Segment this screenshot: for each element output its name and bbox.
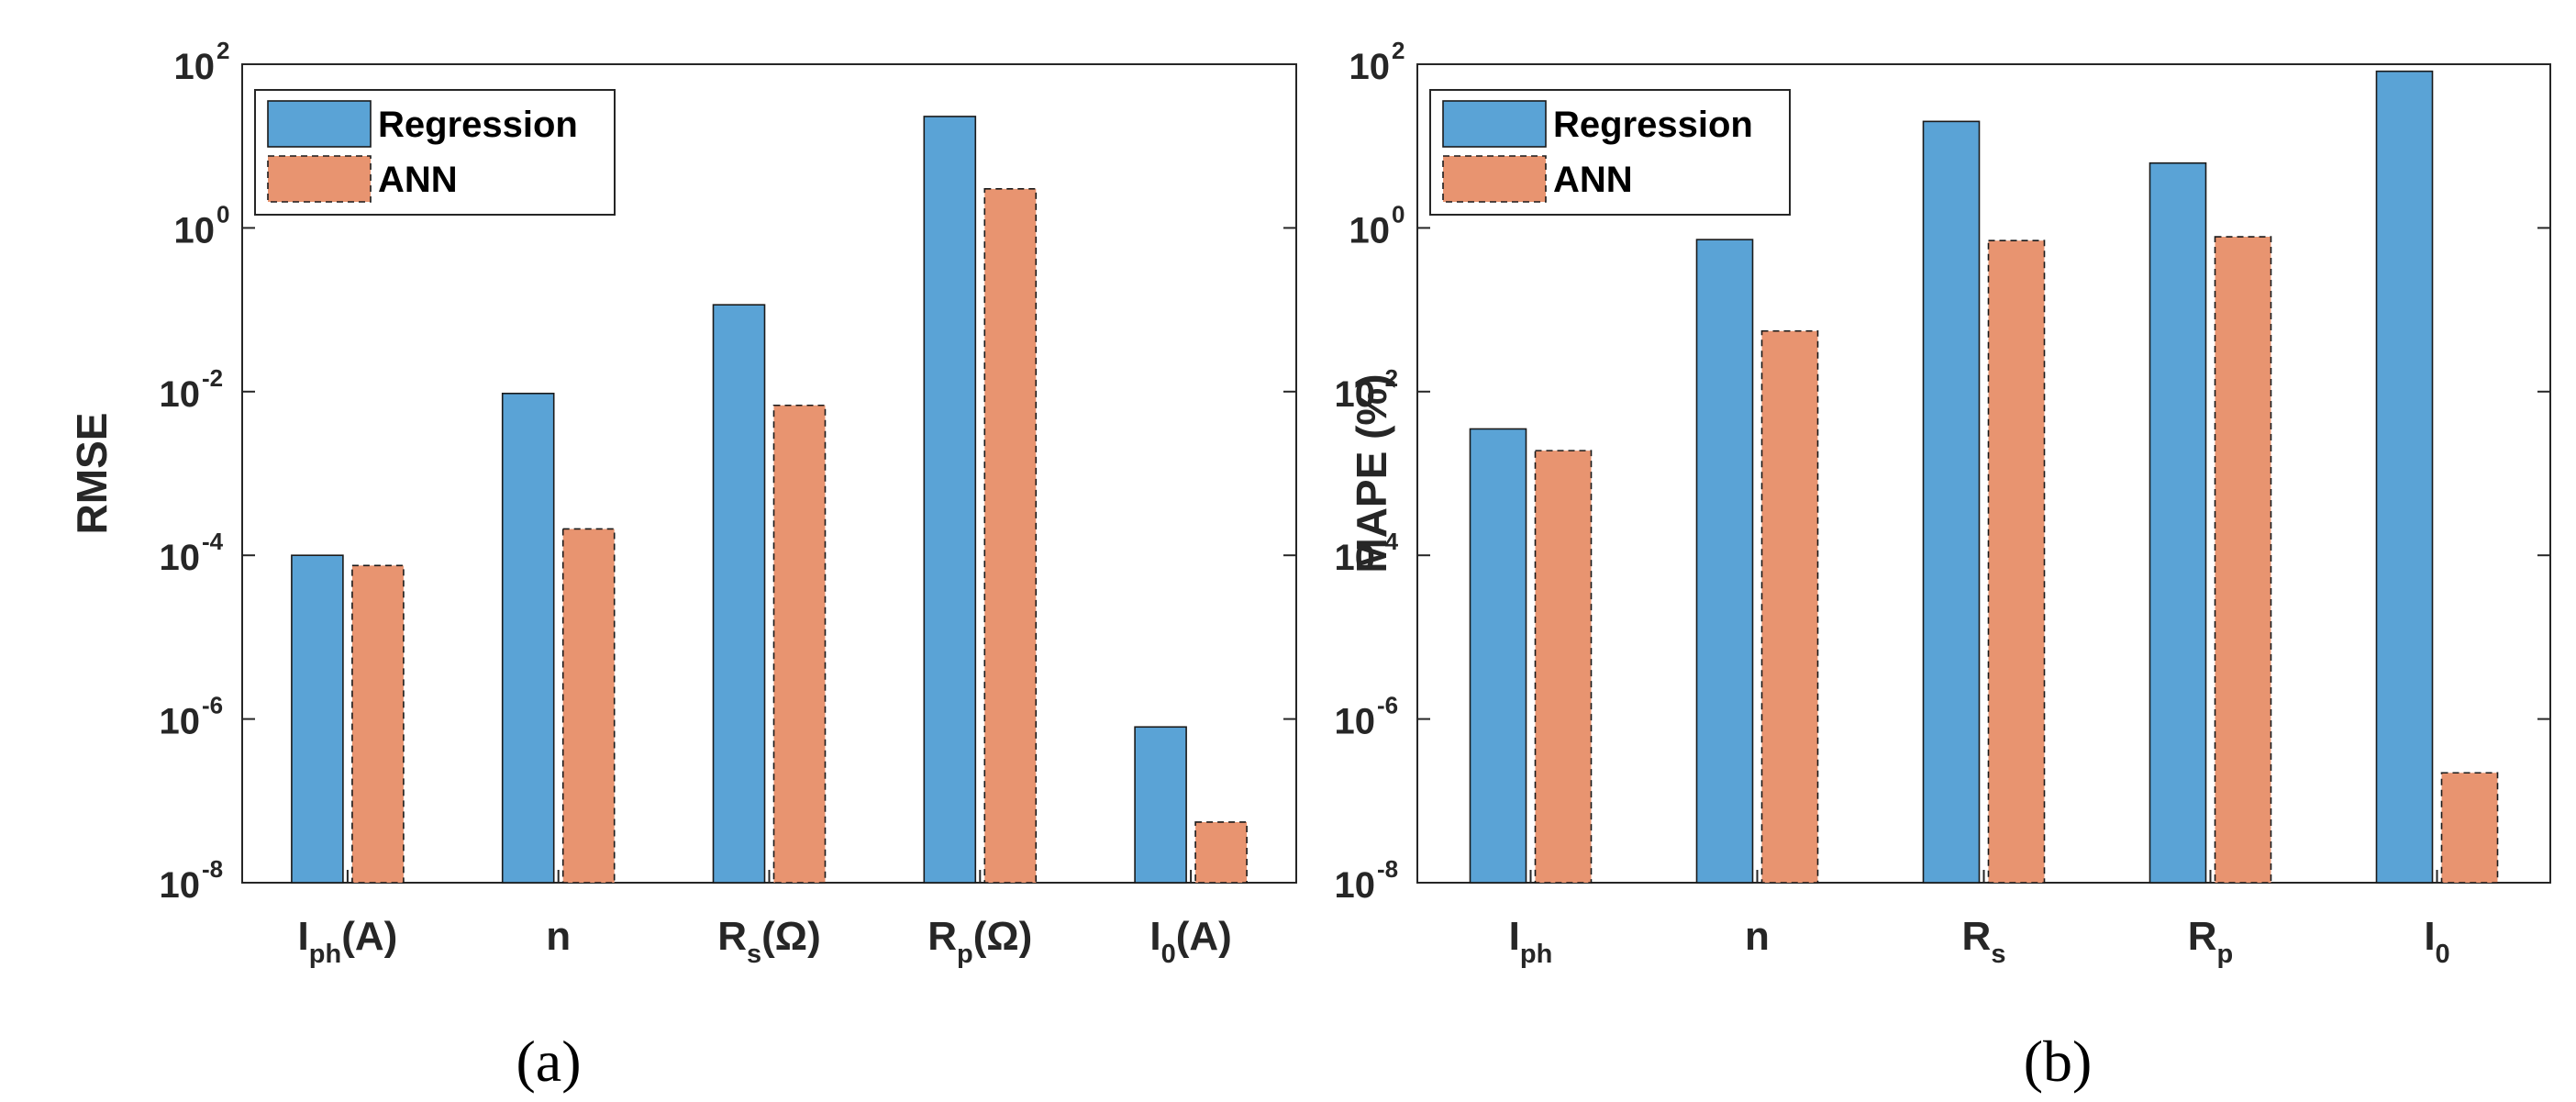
y-tick-label-base: 10 [1349, 47, 1391, 87]
x-tick-label: n [1745, 914, 1770, 959]
legend-label-regression: Regression [1553, 105, 1753, 145]
ann-bar-0 [351, 564, 405, 884]
x-tick-label-subscript: ph [309, 940, 341, 969]
x-tick-label: Iph [1509, 914, 1553, 969]
regression-bar-1 [1695, 239, 1754, 884]
y-tick-label-exponent: -8 [202, 855, 223, 883]
regression-bar-3 [923, 116, 977, 884]
ann-bar-0 [1534, 450, 1593, 884]
regression-bar-2 [712, 304, 766, 884]
y-tick-label-base: 10 [1335, 865, 1376, 906]
y-tick-label-exponent: 0 [217, 200, 229, 228]
y-tick-label-base: 10 [160, 702, 201, 742]
y-tick-label-exponent: -4 [202, 528, 224, 555]
x-tick-label-unit: (Ω) [761, 914, 821, 959]
x-tick-label-subscript: p [2217, 940, 2234, 969]
x-tick-label-main: R [927, 914, 957, 959]
ann-bar-2 [1987, 239, 2046, 884]
x-tick-label-subscript: s [1991, 940, 2005, 969]
y-tick-label-exponent: -4 [1377, 528, 1399, 555]
regression-legend-swatch [267, 100, 372, 148]
x-tick-label-main: I [2424, 914, 2435, 959]
y-axis-label: RMSE [68, 413, 116, 535]
y-tick-label-base: 10 [174, 210, 216, 250]
x-tick-label-subscript: ph [1520, 940, 1552, 969]
ann-bar-1 [561, 528, 616, 884]
legend-label-ann: ANN [1553, 160, 1633, 200]
x-tick-label-main: n [546, 914, 571, 959]
regression-bar-2 [1922, 120, 1981, 884]
legend-label-regression: Regression [378, 105, 578, 145]
y-tick-label-base: 10 [160, 374, 201, 415]
y-tick-label-exponent: -2 [1377, 364, 1398, 392]
panel-caption: (a) [516, 1029, 581, 1094]
ann-bar-4 [2440, 772, 2499, 884]
y-axis-label: MAPE (%) [1348, 373, 1395, 573]
y-tick-label-exponent: -8 [1377, 855, 1398, 883]
x-tick-label-main: I [1149, 914, 1160, 959]
legend-label-ann: ANN [378, 160, 458, 200]
x-tick-label-subscript: p [957, 940, 973, 969]
x-tick-label-subscript: 0 [1161, 940, 1176, 969]
ann-bar-2 [772, 404, 827, 884]
ann-legend-swatch [1442, 155, 1547, 203]
y-tick-label-exponent: -6 [1377, 692, 1398, 719]
y-tick-label-exponent: 2 [1392, 37, 1405, 64]
x-tick-label-subscript: s [747, 940, 761, 969]
ann-legend-swatch [267, 155, 372, 203]
x-tick-label-unit: (A) [1176, 914, 1232, 959]
regression-bar-0 [291, 554, 344, 884]
x-tick-label-subscript: 0 [2436, 940, 2450, 969]
regression-legend-swatch [1442, 100, 1547, 148]
ann-bar-3 [983, 188, 1038, 884]
x-tick-label-unit: (Ω) [973, 914, 1033, 959]
ann-bar-1 [1760, 329, 1819, 884]
panel-caption: (b) [2024, 1029, 2093, 1094]
x-tick-label-main: n [1745, 914, 1770, 959]
regression-bar-4 [1134, 726, 1187, 884]
ann-bar-4 [1194, 821, 1248, 884]
x-tick-label-main: I [298, 914, 309, 959]
x-tick-label: Rs [1962, 914, 2006, 969]
x-tick-label: n [546, 914, 571, 959]
x-tick-label-main: I [1509, 914, 1520, 959]
y-tick-label-base: 10 [1335, 538, 1376, 578]
y-tick-label-base: 10 [160, 538, 201, 578]
y-tick-label-base: 10 [160, 865, 201, 906]
x-tick-label-main: R [2188, 914, 2217, 959]
x-tick-label: Rs(Ω) [717, 914, 821, 969]
regression-bar-3 [2149, 161, 2207, 884]
ann-bar-3 [2214, 236, 2272, 884]
regression-bar-0 [1469, 428, 1527, 884]
x-tick-label-main: R [717, 914, 747, 959]
x-tick-label: Rp(Ω) [927, 914, 1032, 969]
x-tick-label-main: R [1962, 914, 1992, 959]
y-tick-label-exponent: 2 [217, 37, 229, 64]
x-tick-label-unit: (A) [341, 914, 397, 959]
y-tick-label-base: 10 [1349, 210, 1391, 250]
x-tick-label: Iph(A) [298, 914, 398, 969]
y-tick-label-base: 10 [1335, 702, 1376, 742]
x-tick-label: I0(A) [1149, 914, 1231, 969]
y-tick-label-exponent: -6 [202, 692, 223, 719]
regression-bar-1 [501, 392, 555, 884]
regression-bar-4 [2375, 70, 2434, 884]
y-tick-label-base: 10 [174, 47, 216, 87]
x-tick-label: Rp [2188, 914, 2234, 969]
y-tick-label-base: 10 [1335, 374, 1376, 415]
x-tick-label: I0 [2424, 914, 2449, 969]
y-tick-label-exponent: 0 [1392, 200, 1405, 228]
y-tick-label-exponent: -2 [202, 364, 223, 392]
